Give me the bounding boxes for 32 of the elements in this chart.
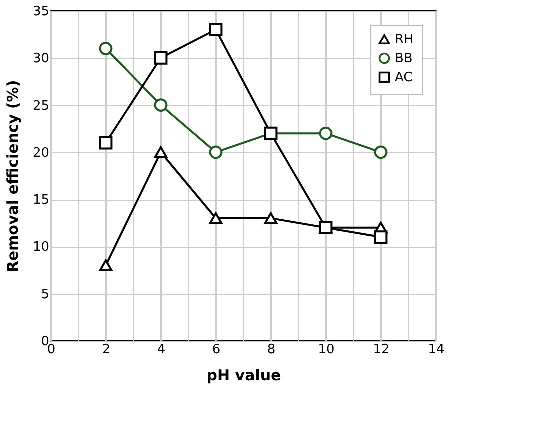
point — [154, 98, 168, 112]
x-tick-label: 12 — [373, 342, 390, 358]
x-tick-label: 14 — [428, 342, 445, 358]
x-axis-title: pH value — [206, 366, 282, 384]
point — [154, 146, 168, 158]
x-tick-label: 2 — [102, 342, 111, 358]
y-tick-label: 20 — [32, 146, 50, 161]
y-tick-label: 30 — [32, 52, 50, 67]
point — [209, 212, 223, 224]
point — [374, 146, 388, 160]
legend-label: RH — [395, 32, 414, 48]
x-tick-label: 4 — [157, 342, 166, 358]
legend-label: BB — [395, 52, 413, 66]
point — [154, 51, 168, 65]
legend-label: AC — [395, 70, 413, 86]
point — [99, 136, 113, 150]
x-tick-label: 10 — [318, 342, 335, 358]
point — [99, 260, 113, 272]
point — [264, 212, 278, 224]
point — [374, 230, 388, 244]
y-tick-label: 25 — [32, 98, 50, 114]
point — [209, 23, 223, 37]
point — [209, 146, 223, 160]
y-axis-title: Removal efficiency (%) — [4, 80, 22, 273]
y-tick-label: 15 — [32, 193, 50, 208]
y-tick-label: 10 — [32, 240, 50, 256]
y-tick-label: 35 — [32, 4, 50, 20]
x-tick-label: 8 — [267, 342, 276, 358]
x-tick-label: 6 — [212, 342, 221, 358]
point — [319, 126, 333, 140]
y-tick-label: 5 — [41, 287, 50, 302]
point — [99, 42, 113, 56]
